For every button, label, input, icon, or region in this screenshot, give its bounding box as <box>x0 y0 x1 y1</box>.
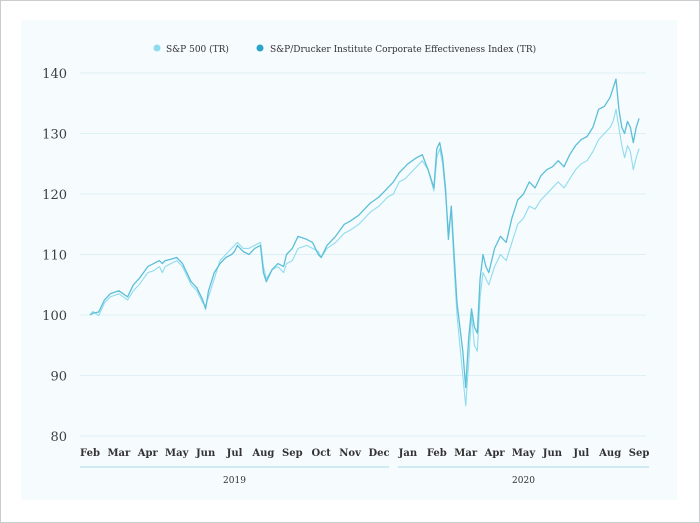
y-tick-label: 120 <box>42 188 67 203</box>
y-tick-label: 140 <box>42 67 67 82</box>
legend-swatch-sp500 <box>153 44 161 52</box>
year-label: 2020 <box>512 476 535 486</box>
x-axis-year-groups: 2019 2020 <box>80 466 650 486</box>
x-tick-label: May <box>512 448 537 459</box>
x-tick-label: Sep <box>282 448 303 459</box>
x-axis-ticks: Feb Mar Apr May Jun Jul Aug Sep Oct Nov Dec Jan Feb M… <box>80 448 649 459</box>
y-tick-label: 110 <box>42 249 67 264</box>
gridlines <box>80 72 646 437</box>
x-tick-label: Sep <box>629 448 650 459</box>
x-tick-label: Aug <box>598 448 621 459</box>
legend-swatch-drucker <box>256 44 264 52</box>
y-tick-label: 100 <box>42 309 67 324</box>
y-tick-label: 130 <box>42 128 67 143</box>
x-tick-label: Jun <box>542 448 563 459</box>
legend-label-sp500: S&P 500 (TR) <box>166 44 229 55</box>
legend: S&P 500 (TR) S&P/Drucker Institute Corpo… <box>153 44 536 55</box>
x-tick-label: Mar <box>454 448 478 459</box>
x-tick-label: Apr <box>137 448 159 459</box>
series-line-sp500 <box>89 108 640 407</box>
y-axis-ticks: 80 90 100 110 120 130 140 <box>42 67 67 445</box>
y-tick-label: 90 <box>50 370 67 385</box>
x-tick-label: May <box>165 448 190 459</box>
x-tick-label: Oct <box>311 448 331 459</box>
x-tick-label: Jul <box>572 448 589 459</box>
x-tick-label: Jul <box>226 448 243 459</box>
x-tick-label: Feb <box>80 448 100 459</box>
x-tick-label: Mar <box>107 448 131 459</box>
x-tick-label: Feb <box>427 448 447 459</box>
series-line-drucker <box>89 78 640 389</box>
x-tick-label: Jan <box>398 448 418 459</box>
series-lines <box>89 78 640 407</box>
chart-panel <box>21 20 677 500</box>
x-tick-label: Jun <box>195 448 216 459</box>
x-tick-label: Aug <box>251 448 274 459</box>
x-tick-label: Nov <box>339 448 362 459</box>
legend-label-drucker: S&P/Drucker Institute Corporate Effectiv… <box>270 44 536 55</box>
y-tick-label: 80 <box>50 430 67 445</box>
x-tick-label: Dec <box>368 448 389 459</box>
year-label: 2019 <box>223 476 246 486</box>
x-tick-label: Apr <box>484 448 506 459</box>
